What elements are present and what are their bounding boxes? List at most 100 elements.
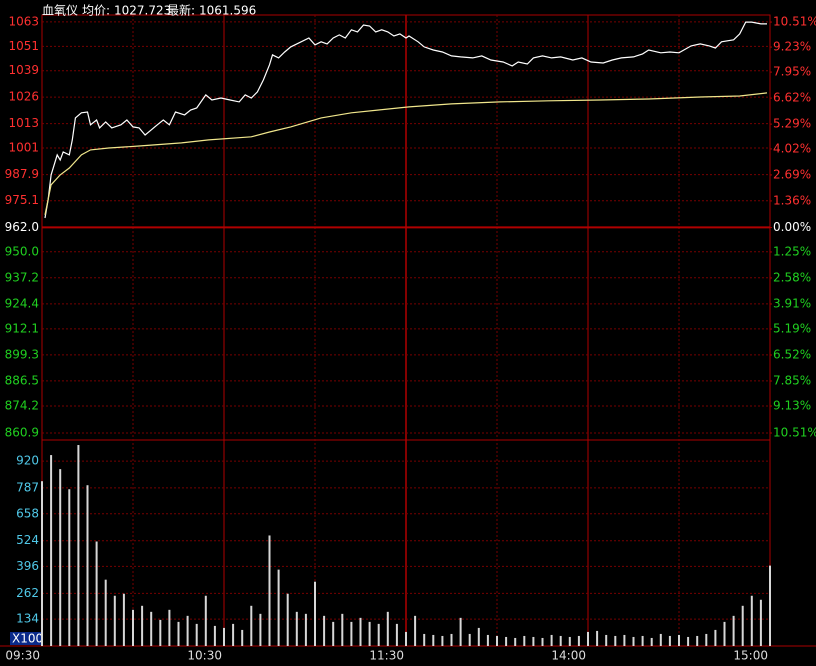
volume-tick-label: 920 [16, 454, 39, 468]
volume-bar [641, 635, 644, 646]
volume-bar [696, 635, 699, 646]
y-tick-label: 924.4 [5, 296, 39, 310]
info-value: 1027.723 [114, 4, 171, 18]
volume-bar [723, 621, 726, 646]
volume-bar [132, 609, 134, 646]
volume-bar [550, 634, 553, 646]
volume-bar [295, 611, 298, 646]
y-tick-label: 899.3 [5, 347, 39, 361]
volume-bar [104, 579, 107, 646]
volume-bar [223, 627, 225, 646]
volume-bar [405, 631, 407, 646]
volume-bar [714, 629, 717, 646]
volume-bar [395, 623, 398, 646]
volume-bar [150, 611, 153, 646]
volume-bar [632, 636, 635, 646]
volume-bar [468, 633, 471, 646]
volume-bar [177, 621, 180, 646]
volume-bar [450, 633, 453, 646]
volume-bar [204, 595, 207, 646]
y-tick-label: 962.0 [5, 220, 39, 234]
volume-bar [414, 615, 417, 646]
y2-tick-label: 0.00% [773, 220, 811, 234]
volume-bar [250, 605, 253, 646]
volume-bar [769, 565, 771, 646]
volume-bar [59, 469, 62, 646]
y-tick-label: 987.9 [5, 167, 39, 181]
y2-tick-label: 1.25% [773, 244, 811, 258]
y2-tick-label: 10.51% [773, 426, 816, 440]
volume-bar [159, 619, 162, 646]
volume-tick-label: 134 [16, 612, 39, 626]
volume-bar [368, 621, 371, 646]
volume-bar [168, 609, 171, 646]
volume-bar [304, 613, 307, 646]
y-tick-label: 912.1 [5, 321, 39, 335]
volume-bar [423, 633, 426, 646]
volume-bar [759, 599, 762, 646]
y-tick-label: 937.2 [5, 270, 39, 284]
volume-tick-label: 787 [16, 480, 39, 494]
volume-bar [277, 569, 280, 646]
y2-tick-label: 6.62% [773, 91, 811, 105]
volume-bar [614, 635, 617, 646]
info-value: 1061.596 [199, 4, 256, 18]
y2-tick-label: 3.91% [773, 296, 811, 310]
y2-tick-label: 10.51% [773, 15, 816, 29]
y-tick-label: 975.1 [5, 193, 39, 207]
volume-bar [741, 605, 744, 646]
volume-bar [77, 445, 80, 646]
volume-bar [496, 635, 498, 646]
volume-bar [705, 633, 708, 646]
volume-bar [505, 636, 508, 646]
volume-tick-label: 262 [16, 586, 39, 600]
volume-bar [341, 613, 344, 646]
volume-tick-label: 396 [16, 559, 39, 573]
volume-bar [605, 634, 608, 646]
volume-bar [186, 615, 189, 646]
y2-tick-label: 1.36% [773, 193, 811, 207]
volume-bar [678, 634, 680, 646]
y2-tick-label: 9.13% [773, 399, 811, 413]
info-label: 最新: [167, 3, 195, 18]
y-tick-label: 874.2 [5, 398, 39, 412]
volume-bar [50, 455, 53, 646]
x-tick-label: 11:30 [369, 649, 404, 663]
y-tick-label: 1026 [8, 90, 39, 104]
y2-tick-label: 5.19% [773, 321, 811, 335]
y-tick-label: 1051 [8, 39, 39, 53]
y-tick-label: 1013 [8, 116, 39, 130]
x-tick-label: 14:00 [551, 649, 586, 663]
volume-bar [587, 631, 589, 646]
x-tick-label: 15:00 [733, 649, 768, 663]
volume-bar [559, 635, 562, 646]
volume-bar [668, 635, 671, 646]
y2-tick-label: 2.69% [773, 167, 811, 181]
volume-bar [623, 634, 626, 646]
volume-bar [350, 621, 353, 646]
y-tick-label: 1001 [8, 141, 39, 155]
y2-tick-label: 5.29% [773, 117, 811, 131]
volume-tick-label: 658 [16, 506, 39, 520]
volume-bar [213, 625, 216, 646]
volume-bar [68, 489, 71, 646]
volume-bar [286, 593, 289, 646]
y-tick-label: 886.5 [5, 373, 39, 387]
volume-bar [359, 617, 362, 646]
volume-unit: X100 [12, 632, 43, 646]
y-tick-label: 950.0 [5, 244, 39, 258]
volume-bar [86, 485, 89, 646]
volume-bar [113, 595, 116, 646]
volume-bar [596, 630, 599, 646]
header: 血氧仪 均价: 1027.723 最新: 1061.596 [42, 3, 256, 18]
y2-tick-label: 4.02% [773, 141, 811, 155]
volume-bar [577, 635, 580, 646]
volume-bar [241, 629, 244, 646]
volume-bar [432, 634, 435, 646]
info-label: 均价: [82, 4, 110, 18]
volume-bar [232, 623, 235, 646]
volume-bar [459, 617, 462, 646]
